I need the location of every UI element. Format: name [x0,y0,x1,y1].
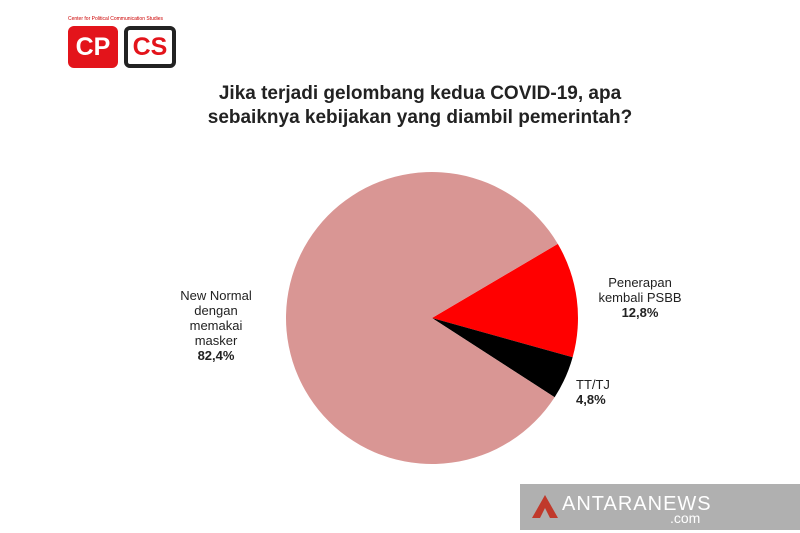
logo-left: CP [68,26,118,68]
logo-caption: Center for Political Communication Studi… [68,16,164,22]
category-label: Penerapan kembali PSBB [598,275,682,305]
slice-label: TT/TJ 4,8% [576,377,656,407]
value-label: 12,8% [621,305,659,320]
slice-label: Penerapan kembali PSBB 12,8% [590,275,690,320]
slice-label: New Normal dengan memakai masker 82,4% [168,288,264,363]
category-label: TT/TJ [576,377,610,392]
pie-slice [432,318,573,398]
value-label: 82,4% [197,348,235,363]
logo-right: CS [124,26,176,68]
watermark-brand: ANTARANEWS [562,493,712,515]
watermark-icon [532,495,558,518]
category-label: New Normal dengan memakai masker [180,288,252,348]
pie-slice [432,243,578,358]
watermark-suffix: .com [670,510,701,526]
pie-slice [286,171,558,465]
value-label: 4,8% [576,392,606,407]
chart-title: Jika terjadi gelombang kedua COVID-19, a… [207,83,633,128]
watermark: ANTARANEWS .com [520,484,800,530]
